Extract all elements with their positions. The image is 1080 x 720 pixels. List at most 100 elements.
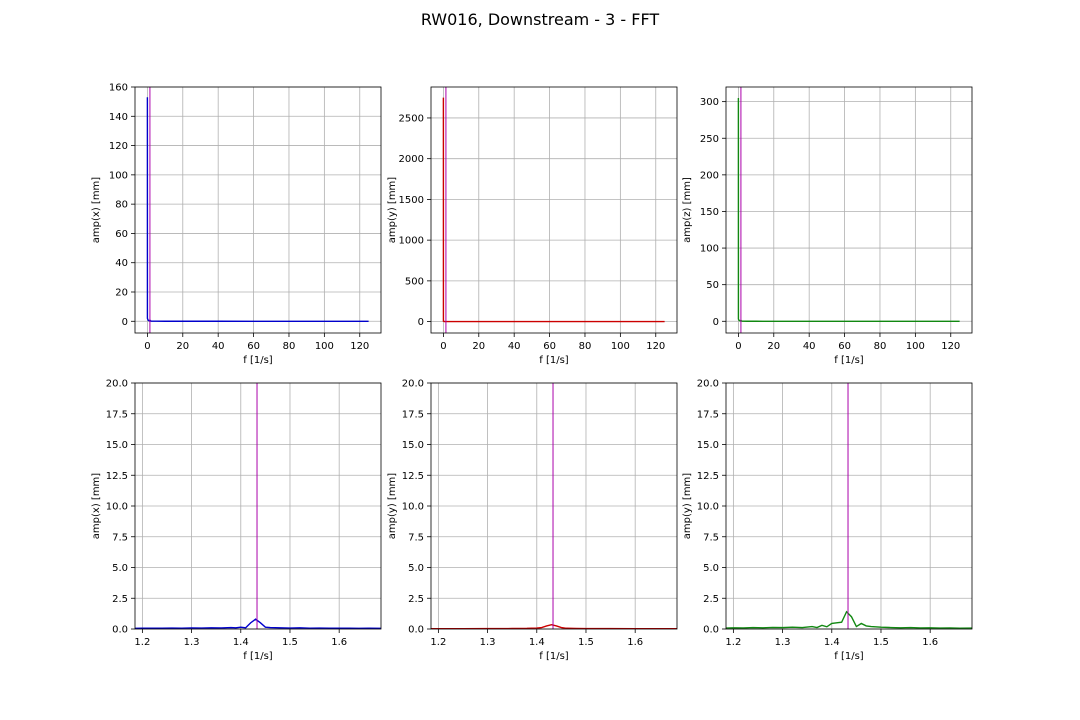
x-tick-label: 1.4 — [233, 637, 249, 648]
x-tick-label: 1.6 — [627, 637, 643, 648]
y-tick-label: 80 — [115, 200, 128, 211]
y-tick-label: 5.0 — [112, 563, 128, 574]
y-tick-label: 2.5 — [112, 594, 128, 605]
x-tick-label: 80 — [579, 341, 592, 352]
y-tick-label: 2500 — [399, 113, 424, 124]
y-tick-label: 17.5 — [402, 409, 424, 420]
y-axis-label: amp(y) [mm] — [387, 473, 398, 540]
x-tick-label: 0 — [144, 341, 150, 352]
subplot-3: 0 20 40 60 80 100 120 0 50 100 150 200 250 300 f [1/s]… — [682, 86, 973, 366]
x-tick-label: 1.5 — [873, 637, 889, 648]
x-tick-label: 1.2 — [134, 637, 150, 648]
x-tick-label: 20 — [176, 341, 189, 352]
y-tick-label: 0.0 — [112, 625, 128, 636]
y-tick-label: 0 — [122, 317, 128, 328]
x-tick-label: 60 — [247, 341, 260, 352]
y-tick-label: 7.5 — [408, 532, 424, 543]
y-tick-label: 140 — [109, 112, 128, 123]
axes-frame — [430, 86, 678, 334]
x-axis-label: f [1/s] — [834, 355, 864, 366]
y-tick-label: 100 — [700, 244, 719, 255]
y-axis-label: amp(y) [mm] — [387, 177, 398, 244]
x-tick-label: 1.4 — [529, 637, 545, 648]
x-tick-label: 20 — [767, 341, 780, 352]
y-tick-label: 0.0 — [703, 625, 719, 636]
axes-frame — [430, 382, 678, 630]
x-tick-label: 1.4 — [824, 637, 840, 648]
y-tick-label: 100 — [109, 170, 128, 181]
subplot-4: 1.2 1.3 1.4 1.5 1.6 0.0 2.5 5.0 7.5 10.0 12.5 15.0 1… — [91, 379, 382, 662]
y-tick-label: 20 — [115, 288, 128, 299]
y-axis-label: amp(x) [mm] — [91, 473, 102, 540]
y-tick-label: 17.5 — [106, 409, 128, 420]
x-tick-label: 120 — [646, 341, 665, 352]
x-tick-label: 1.3 — [480, 637, 496, 648]
x-tick-label: 1.2 — [430, 637, 446, 648]
series-line — [726, 610, 972, 629]
y-tick-label: 40 — [115, 258, 128, 269]
x-tick-label: 80 — [874, 341, 887, 352]
series-line — [146, 97, 369, 322]
y-tick-label: 15.0 — [697, 440, 719, 451]
x-tick-label: 120 — [941, 341, 960, 352]
y-axis-label: amp(z) [mm] — [682, 177, 693, 243]
x-tick-label: 100 — [315, 341, 334, 352]
y-tick-label: 10.0 — [402, 502, 424, 513]
y-axis-label: amp(y) [mm] — [682, 473, 693, 540]
x-tick-label: 100 — [906, 341, 925, 352]
x-tick-label: 0 — [735, 341, 741, 352]
y-tick-label: 2000 — [399, 154, 424, 165]
y-tick-label: 500 — [405, 276, 424, 287]
y-tick-label: 5.0 — [703, 563, 719, 574]
y-tick-label: 12.5 — [402, 471, 424, 482]
x-tick-label: 60 — [543, 341, 556, 352]
subplot-2: 0 20 40 60 80 100 120 0 500 1000 1500 2000 2500 f [1/… — [387, 86, 678, 366]
x-tick-label: 40 — [212, 341, 225, 352]
y-tick-label: 150 — [700, 207, 719, 218]
y-tick-label: 20.0 — [402, 379, 424, 390]
series-line — [135, 618, 381, 629]
y-tick-label: 12.5 — [106, 471, 128, 482]
x-tick-label: 1.6 — [922, 637, 938, 648]
x-tick-label: 1.6 — [331, 637, 347, 648]
series-line — [442, 97, 665, 323]
x-tick-label: 1.5 — [282, 637, 298, 648]
y-tick-label: 20.0 — [106, 379, 128, 390]
y-tick-label: 160 — [109, 83, 128, 94]
y-tick-label: 120 — [109, 141, 128, 152]
y-axis-label: amp(x) [mm] — [91, 177, 102, 244]
x-tick-label: 80 — [283, 341, 296, 352]
x-tick-label: 1.5 — [578, 637, 594, 648]
x-tick-label: 1.2 — [725, 637, 741, 648]
y-tick-label: 0 — [418, 317, 424, 328]
figure-title: RW016, Downstream - 3 - FFT — [420, 10, 660, 29]
x-tick-label: 0 — [440, 341, 446, 352]
y-tick-label: 10.0 — [697, 502, 719, 513]
y-tick-label: 250 — [700, 134, 719, 145]
y-tick-label: 1500 — [399, 195, 424, 206]
subplot-6: 1.2 1.3 1.4 1.5 1.6 0.0 2.5 5.0 7.5 10.0 12.5 15.0 1… — [682, 379, 973, 662]
x-tick-label: 40 — [508, 341, 521, 352]
y-tick-label: 50 — [706, 280, 719, 291]
axes-frame — [725, 86, 973, 334]
x-tick-label: 40 — [803, 341, 816, 352]
y-tick-label: 10.0 — [106, 502, 128, 513]
y-tick-label: 12.5 — [697, 471, 719, 482]
y-tick-label: 7.5 — [112, 532, 128, 543]
x-tick-label: 1.3 — [184, 637, 200, 648]
series-line — [737, 97, 960, 322]
y-tick-label: 5.0 — [408, 563, 424, 574]
subplot-1: 0 20 40 60 80 100 120 0 20 40 60 80 100 120 140 160 f [1… — [91, 83, 382, 366]
x-axis-label: f [1/s] — [243, 355, 273, 366]
y-tick-label: 1000 — [399, 236, 424, 247]
y-tick-label: 60 — [115, 229, 128, 240]
x-tick-label: 20 — [472, 341, 485, 352]
axes-frame — [134, 382, 382, 630]
y-tick-label: 15.0 — [106, 440, 128, 451]
y-tick-label: 17.5 — [697, 409, 719, 420]
axes-frame — [134, 86, 382, 334]
axes-frame — [725, 382, 973, 630]
y-tick-label: 0.0 — [408, 625, 424, 636]
x-tick-label: 100 — [611, 341, 630, 352]
